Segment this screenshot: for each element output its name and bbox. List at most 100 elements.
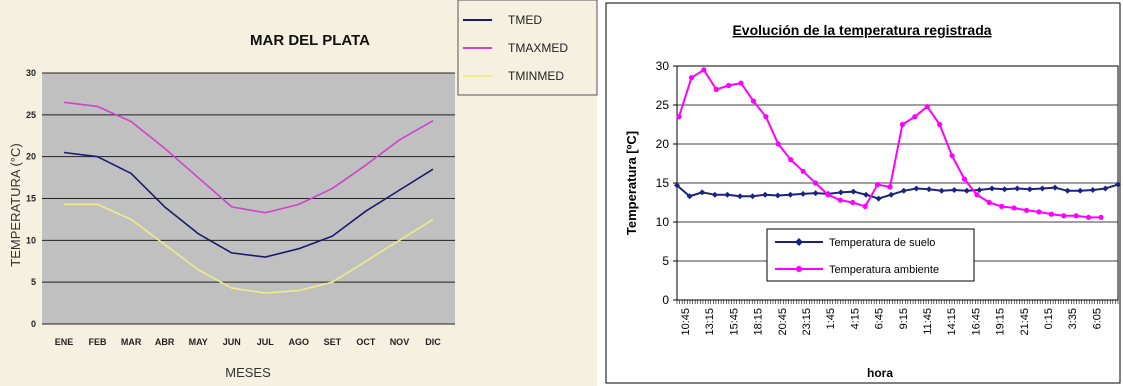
left-x-tick-label: ENE: [55, 337, 74, 347]
right-legend: Temperatura de suelo Temperatura ambient…: [766, 228, 975, 282]
right-point-marker: [874, 181, 881, 188]
right-chart: Evolución de la temperatura registrada 0…: [605, 2, 1121, 384]
right-y-tick-label: 15: [656, 176, 670, 190]
right-series-lines: [674, 67, 1121, 220]
right-point-marker: [1036, 209, 1042, 215]
right-point-marker: [949, 153, 955, 159]
right-point-marker: [737, 193, 743, 200]
right-legend-box: [766, 228, 975, 282]
right-point-marker: [724, 191, 731, 198]
right-x-tick-label: 1:45: [825, 308, 837, 329]
left-y-tick-label: 30: [26, 68, 36, 78]
right-point-marker: [713, 86, 719, 92]
right-point-marker: [875, 195, 882, 202]
left-x-tick-label: DIC: [425, 337, 441, 347]
right-point-marker: [1085, 214, 1092, 220]
left-x-tick-label: MAR: [121, 337, 142, 347]
right-x-minor-ticks: [676, 300, 1119, 304]
right-x-tick-label: 13:15: [704, 308, 716, 336]
right-point-marker: [1026, 186, 1033, 193]
right-point-marker: [899, 121, 906, 128]
right-x-tick-label: 19:15: [995, 308, 1007, 336]
right-chart-title: Evolución de la temperatura registrada: [732, 22, 991, 38]
right-point-marker: [726, 82, 732, 89]
right-point-marker: [1064, 187, 1071, 194]
right-point-marker: [1048, 211, 1054, 217]
left-x-tick-label: AGO: [289, 337, 310, 347]
left-y-axis-label: TEMPERATURA (°C): [8, 143, 23, 266]
right-y-tick-labels: 0 5 10 15 20 25 30: [656, 59, 670, 307]
right-point-marker: [1039, 185, 1046, 192]
right-point-marker: [976, 187, 983, 194]
right-point-marker: [938, 187, 945, 194]
right-point-marker: [887, 184, 893, 190]
right-point-marker: [1089, 187, 1096, 194]
left-x-tick-label: ABR: [155, 337, 175, 347]
right-point-marker: [888, 191, 895, 198]
right-point-marker: [1115, 181, 1121, 188]
right-point-marker: [1102, 185, 1109, 192]
left-series-line: [63, 151, 434, 258]
right-x-tick-labels: 10:45 13:15 15:45 18:15 20:45 23:15 1:45 4:15 6:…: [680, 308, 1103, 336]
right-point-marker: [913, 185, 920, 192]
left-x-tick-label: FEB: [89, 337, 108, 347]
right-point-marker: [1023, 207, 1030, 213]
left-y-tick-label: 25: [26, 110, 36, 120]
right-point-marker: [676, 114, 682, 120]
right-point-marker: [688, 75, 695, 81]
left-y-tick-label: 0: [31, 319, 36, 329]
left-x-tick-labels: ENE FEB MAR ABR MAY JUN JUL AGO SET OCT NOV DIC: [55, 337, 442, 347]
right-point-marker: [986, 199, 992, 206]
right-point-marker: [961, 176, 968, 182]
left-y-tick-labels: 0 5 10 15 20 25 30: [26, 68, 36, 329]
right-point-marker: [1014, 185, 1021, 192]
right-y-tick-label: 10: [656, 215, 670, 229]
left-series-line: [63, 101, 434, 214]
right-point-marker: [1098, 214, 1104, 220]
left-x-tick-label: JUL: [257, 337, 275, 347]
right-point-marker: [974, 192, 980, 198]
right-point-marker: [1001, 186, 1008, 193]
right-point-marker: [1052, 184, 1058, 191]
right-point-marker: [862, 203, 868, 209]
right-point-marker: [837, 197, 843, 203]
right-point-marker: [926, 186, 932, 193]
right-point-marker: [937, 121, 943, 128]
right-point-marker: [999, 203, 1005, 209]
right-point-marker: [837, 189, 844, 196]
right-point-marker: [738, 80, 744, 86]
right-point-marker: [912, 114, 918, 120]
right-point-marker: [1073, 213, 1079, 219]
left-x-tick-label: OCT: [356, 337, 376, 347]
right-point-marker: [787, 191, 794, 198]
left-x-tick-label: NOV: [390, 337, 410, 347]
left-x-tick-label: MAY: [189, 337, 208, 347]
left-chart: 0 5 10 15 20 25 30 ENE FEB MAR ABR MAY JUN JUL AGO SET…: [0, 0, 598, 386]
right-point-marker: [924, 103, 930, 110]
right-point-marker: [674, 182, 680, 189]
right-point-marker: [825, 192, 831, 198]
right-point-marker: [800, 168, 806, 174]
left-x-axis-label: MESES: [225, 365, 271, 380]
right-point-marker: [775, 141, 781, 147]
right-point-marker: [711, 191, 718, 198]
right-point-marker: [750, 98, 757, 104]
right-x-tick-label: 6:05: [1091, 308, 1103, 329]
right-y-axis-label: Temperatura [ºC]: [624, 131, 639, 235]
right-point-marker: [686, 193, 693, 200]
right-point-marker: [701, 67, 707, 73]
right-x-axis-label: hora: [867, 366, 893, 380]
right-y-tick-label: 0: [662, 293, 669, 307]
right-point-marker: [812, 190, 819, 197]
left-series-line: [64, 203, 434, 294]
right-x-tick-label: 10:45: [680, 308, 692, 336]
legend-label-tmed: TMED: [508, 13, 542, 27]
right-x-tick-label: 15:45: [728, 308, 740, 336]
right-x-tick-label: 9:15: [898, 308, 910, 329]
legend-marker-ambiente: [796, 266, 802, 272]
right-point-marker: [1077, 187, 1084, 194]
right-x-tick-label: 6:45: [874, 308, 886, 329]
right-point-marker: [1011, 205, 1017, 211]
left-x-tick-label: SET: [324, 337, 342, 347]
right-x-tick-label: 20:45: [777, 308, 789, 336]
